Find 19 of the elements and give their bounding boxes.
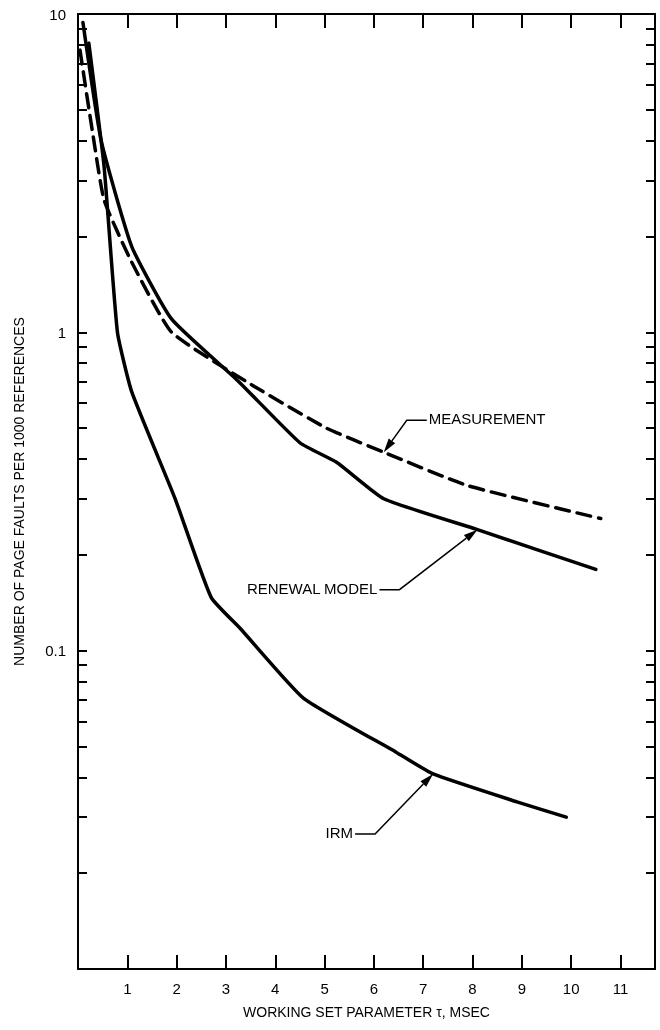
x-tick-label: 9 (517, 980, 527, 997)
x-tick-label: 10 (562, 980, 580, 997)
x-tick-label: 7 (419, 980, 428, 997)
y-tick-label: 10 (49, 5, 66, 23)
x-tick-label: 8 (468, 980, 477, 997)
text: RENEWAL MODEL (246, 579, 378, 597)
x-tick-label: 2 (172, 980, 181, 997)
text: MEASUREMENT (428, 410, 546, 428)
x-tick-label: 6 (369, 980, 379, 997)
x-tick-label: 11 (612, 980, 629, 997)
x-axis-title: WORKING SET PARAMETER τ, MSEC (243, 1004, 490, 1020)
x-tick-label: 5 (320, 980, 329, 997)
x-tick-label: 4 (271, 980, 280, 997)
y-axis-title: NUMBER OF PAGE FAULTS PER 1000 REFERENCES (11, 317, 27, 666)
text: IRM (325, 823, 354, 841)
x-tick-label: 1 (123, 980, 132, 997)
y-tick-label: 1 (57, 323, 66, 341)
y-tick-label: 0.1 (45, 642, 66, 660)
x-tick-label: 3 (221, 980, 231, 997)
